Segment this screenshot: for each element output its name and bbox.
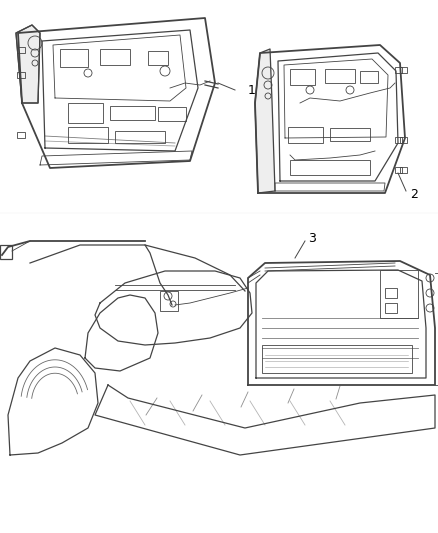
Bar [395, 167, 402, 173]
Text: 3: 3 [308, 231, 316, 245]
Bar [115, 131, 165, 143]
Bar [290, 69, 315, 85]
Bar [100, 49, 130, 65]
Polygon shape [16, 25, 40, 103]
Bar [158, 107, 186, 121]
Bar [325, 69, 355, 83]
Bar [262, 345, 412, 373]
Bar [68, 103, 103, 123]
Bar [385, 303, 397, 313]
Bar [400, 67, 407, 73]
Bar [17, 72, 25, 78]
Bar [60, 49, 88, 67]
Bar [110, 106, 155, 120]
Bar [290, 160, 370, 175]
Bar [395, 137, 402, 143]
Text: 2: 2 [410, 189, 418, 201]
Bar [17, 47, 25, 53]
Bar [400, 137, 407, 143]
Bar [0, 245, 12, 259]
Text: 1: 1 [248, 84, 256, 96]
Bar [17, 132, 25, 138]
Bar [160, 291, 178, 311]
Bar [400, 167, 407, 173]
Bar [395, 67, 402, 73]
Polygon shape [255, 49, 275, 193]
Bar [380, 270, 418, 318]
Bar [288, 127, 323, 143]
Bar [360, 71, 378, 83]
Bar [330, 128, 370, 141]
Bar [385, 288, 397, 298]
Bar [148, 51, 168, 65]
Bar [68, 127, 108, 143]
